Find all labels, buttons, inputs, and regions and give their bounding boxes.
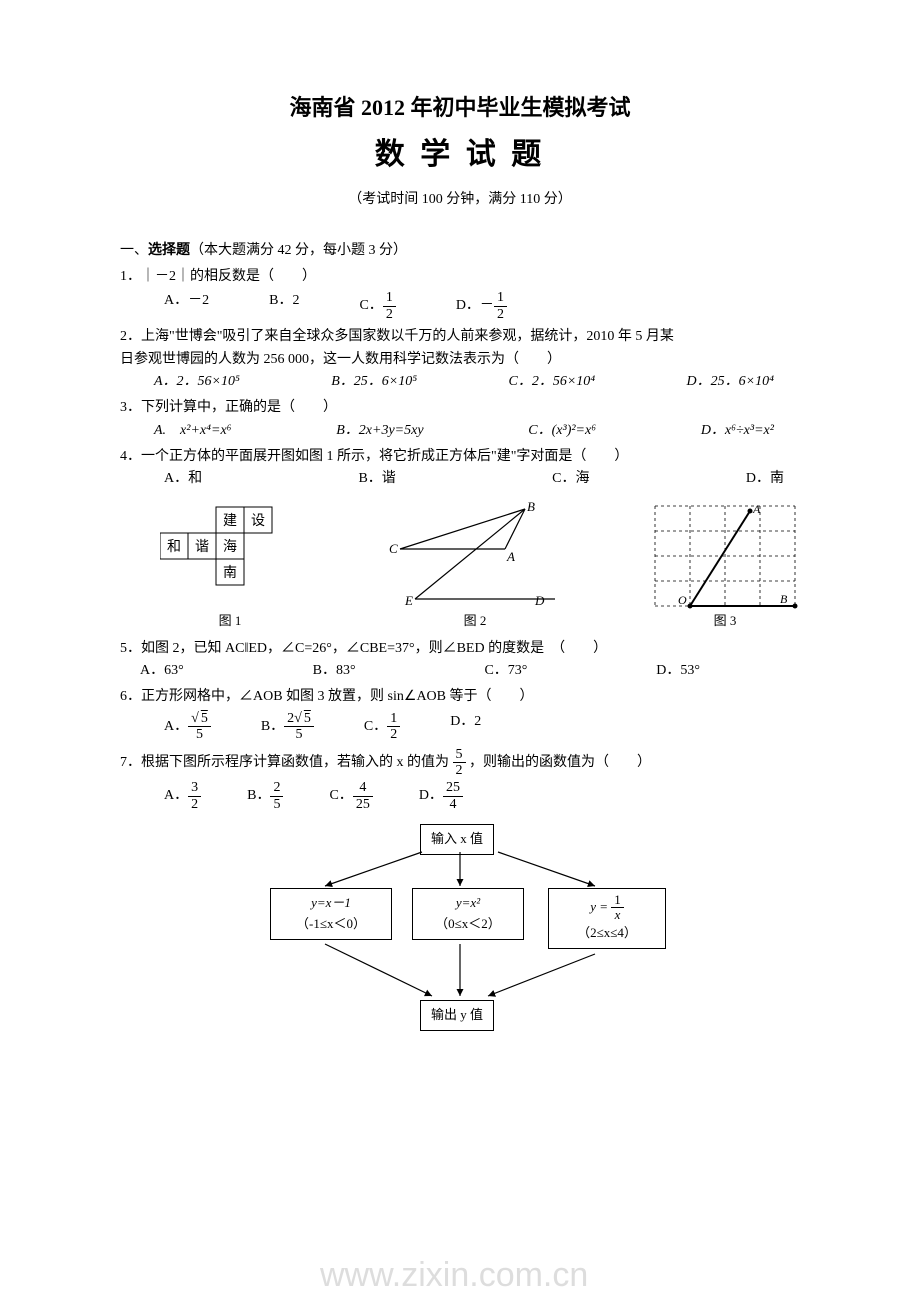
q4-opt-d: D．南 xyxy=(746,468,784,490)
svg-text:B: B xyxy=(527,501,535,514)
q5-opt-c: C．73° xyxy=(484,660,527,682)
q5-opt-a: A．63° xyxy=(140,660,184,682)
svg-text:C: C xyxy=(389,541,398,556)
svg-text:设: 设 xyxy=(251,513,265,529)
question-1: 1．｜－2｜的相反数是（ ） xyxy=(120,266,800,288)
q3-opt-b: B．2x+3y=5xy xyxy=(336,420,423,442)
flowchart: 输入 x 值 y=x－1（-1≤x＜0） y=x²（0≤x＜2） y = 1x … xyxy=(250,824,670,1044)
flow-output: 输出 y 值 xyxy=(420,1000,494,1031)
svg-text:A: A xyxy=(506,549,515,564)
svg-text:E: E xyxy=(404,593,413,608)
flow-branch-2: y=x²（0≤x＜2） xyxy=(412,888,524,940)
cube-net-icon: 建 设 和 谐 海 南 xyxy=(160,501,300,611)
svg-text:A: A xyxy=(752,502,761,516)
figure-1-label: 图 1 xyxy=(219,611,242,632)
q7-opt-b: B．25 xyxy=(247,780,283,812)
page-subtitle: 数 学 试 题 xyxy=(120,131,800,179)
q3-opt-d: D．x⁶÷x³=x² xyxy=(701,420,774,442)
q2-opt-b: B．25．6×10⁵ xyxy=(331,371,417,393)
svg-text:D: D xyxy=(534,593,545,608)
question-2-options: A．2．56×10⁵ B．25．6×10⁵ C．2．56×10⁴ D．25．6×… xyxy=(154,371,774,393)
flow-branch-1: y=x－1（-1≤x＜0） xyxy=(270,888,392,940)
q2-opt-c: C．2．56×10⁴ xyxy=(509,371,596,393)
svg-text:B: B xyxy=(780,592,788,606)
figure-2: B C A E D 图 2 xyxy=(375,501,575,632)
q4-opt-b: B．谐 xyxy=(358,468,395,490)
grid-angle-icon: A O B xyxy=(650,501,800,611)
question-5-options: A．63° B．83° C．73° D．53° xyxy=(140,660,700,682)
figure-3: A O B 图 3 xyxy=(650,501,800,632)
svg-text:南: 南 xyxy=(223,565,237,581)
angle-diagram-icon: B C A E D xyxy=(375,501,575,611)
question-3: 3．下列计算中，正确的是（ ） xyxy=(120,397,800,419)
q3-opt-a: A. x²+x⁴=x⁶ xyxy=(154,420,232,442)
question-7-options: A．32 B．25 C．425 D．254 xyxy=(164,780,800,812)
figures-row: 建 设 和 谐 海 南 图 1 B C A E xyxy=(160,501,800,632)
question-3-options: A. x²+x⁴=x⁶ B．2x+3y=5xy C．(x³)²=x⁶ D．x⁶÷… xyxy=(154,420,774,442)
question-7: 7．根据下图所示程序计算函数值，若输入的 x 的值为 52 ，则输出的函数值为（… xyxy=(120,747,800,779)
q7-opt-c: C．425 xyxy=(329,780,372,812)
q1-opt-c: C．12 xyxy=(359,290,395,322)
figure-2-label: 图 2 xyxy=(464,611,487,632)
page-title: 海南省 2012 年初中毕业生模拟考试 xyxy=(120,90,800,125)
question-2-line1: 2．上海"世博会"吸引了来自全球众多国家数以千万的人前来参观，据统计，2010 … xyxy=(120,326,800,348)
q6-opt-c: C．12 xyxy=(364,711,400,743)
figure-1: 建 设 和 谐 海 南 图 1 xyxy=(160,501,300,632)
section-1-heading: 一、选择题（本大题满分 42 分，每小题 3 分） xyxy=(120,240,800,262)
q1-opt-a: A．－2 xyxy=(164,290,209,322)
q7-opt-d: D．254 xyxy=(419,780,463,812)
question-6-options: A．√55 B．2√55 C．12 D．2 xyxy=(164,711,800,743)
question-4-options: A．和 B．谐 C．海 D．南 xyxy=(164,468,784,490)
q7-opt-a: A．32 xyxy=(164,780,201,812)
svg-text:和: 和 xyxy=(167,539,181,555)
svg-text:O: O xyxy=(678,593,687,607)
q6-opt-d: D．2 xyxy=(450,711,481,743)
q3-opt-c: C．(x³)²=x⁶ xyxy=(528,420,596,442)
q4-opt-a: A．和 xyxy=(164,468,202,490)
flow-branch-3: y = 1x （2≤x≤4） xyxy=(548,888,666,948)
watermark: www.zixin.com.cn xyxy=(320,1248,588,1302)
q2-opt-a: A．2．56×10⁵ xyxy=(154,371,240,393)
question-5: 5．如图 2，已知 AC‖ED，∠C=26°，∠CBE=37°，则∠BED 的度… xyxy=(120,638,800,660)
q2-opt-d: D．25．6×10⁴ xyxy=(687,371,774,393)
q1-opt-d: D．－12 xyxy=(456,290,507,322)
question-2-line2: 日参观世博园的人数为 256 000，这一人数用科学记数法表示为（ ） xyxy=(120,349,800,371)
q5-opt-b: B．83° xyxy=(313,660,356,682)
question-4: 4．一个正方体的平面展开图如图 1 所示，将它折成正方体后"建"字对面是（ ） xyxy=(120,446,800,468)
q5-opt-d: D．53° xyxy=(656,660,700,682)
q6-opt-a: A．√55 xyxy=(164,711,211,743)
question-6: 6．正方形网格中，∠AOB 如图 3 放置，则 sin∠AOB 等于（ ） xyxy=(120,686,800,708)
exam-info: （考试时间 100 分钟，满分 110 分） xyxy=(120,189,800,211)
svg-text:建: 建 xyxy=(223,513,237,529)
q4-opt-c: C．海 xyxy=(552,468,589,490)
svg-text:谐: 谐 xyxy=(195,539,209,555)
q6-opt-b: B．2√55 xyxy=(261,711,314,743)
svg-text:海: 海 xyxy=(223,539,237,555)
question-1-options: A．－2 B．2 C．12 D．－12 xyxy=(164,290,800,322)
figure-3-label: 图 3 xyxy=(714,611,737,632)
q1-opt-b: B．2 xyxy=(269,290,299,322)
